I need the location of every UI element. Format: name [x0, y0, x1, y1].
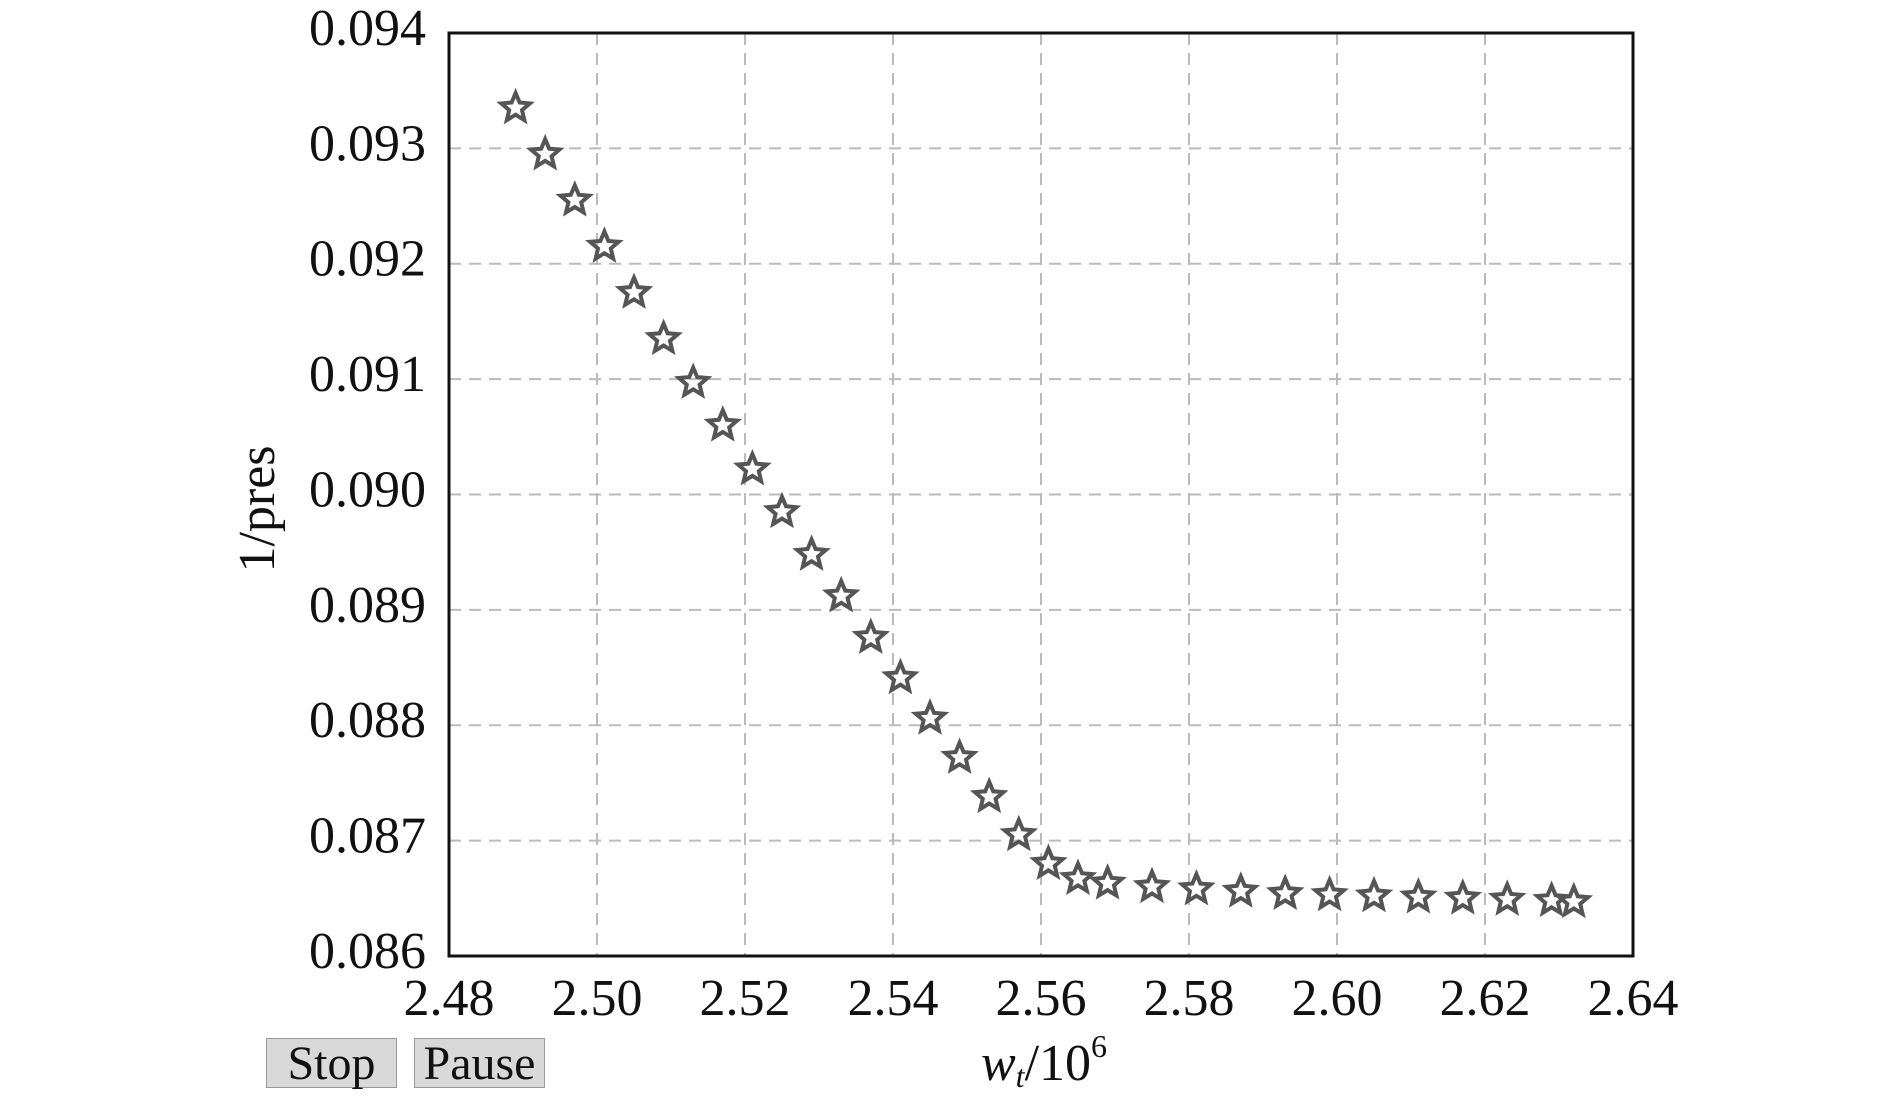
star-marker [1443, 878, 1483, 915]
x-tick-label: 2.58 [1144, 970, 1235, 1027]
y-tick-label: 0.093 [309, 115, 426, 172]
star-marker [614, 272, 654, 309]
x-tick-label: 2.50 [552, 970, 643, 1027]
x-tick-label: 2.54 [848, 970, 939, 1027]
x-tick-label: 2.64 [1588, 970, 1679, 1027]
star-marker [733, 448, 772, 486]
star-marker [1265, 873, 1305, 911]
y-axis-label: 1/pres [229, 445, 286, 572]
star-marker [1221, 871, 1261, 908]
x-label-base: w [981, 1035, 1016, 1092]
star-marker [1354, 875, 1394, 913]
star-marker [1088, 863, 1127, 900]
star-marker [851, 617, 891, 654]
star-marker [1399, 877, 1438, 914]
y-tick-label: 0.086 [309, 923, 426, 980]
star-marker [762, 491, 802, 529]
x-tick-label: 2.48 [404, 970, 495, 1027]
star-marker [910, 698, 950, 735]
stop-button[interactable]: Stop [266, 1038, 397, 1089]
star-marker [703, 405, 743, 442]
star-marker [1310, 874, 1349, 912]
star-marker [1177, 868, 1216, 906]
star-marker [881, 657, 920, 695]
star-marker [1132, 866, 1172, 904]
x-tick-label: 2.56 [996, 970, 1087, 1027]
x-label-sup: 6 [1091, 1028, 1107, 1064]
star-marker [525, 133, 565, 171]
star-marker [673, 362, 713, 399]
pause-button[interactable]: Pause [414, 1038, 545, 1089]
star-marker [555, 180, 595, 217]
x-label-rest: /10 [1025, 1035, 1091, 1092]
x-tick-label: 2.62 [1440, 970, 1531, 1027]
star-marker [940, 737, 979, 774]
star-marker [1554, 881, 1594, 919]
x-label-sub: t [1016, 1058, 1026, 1094]
y-tick-label: 0.090 [309, 461, 426, 518]
y-tick-label: 0.092 [309, 231, 426, 288]
star-marker [1058, 858, 1098, 896]
star-marker [585, 226, 624, 263]
star-marker [644, 318, 683, 356]
y-tick-label: 0.087 [309, 808, 426, 865]
star-marker [1029, 843, 1068, 881]
y-tick-label: 0.089 [309, 577, 426, 634]
star-marker [1487, 879, 1527, 916]
star-marker [792, 534, 831, 571]
y-tick-label: 0.094 [309, 0, 426, 57]
star-marker [969, 776, 1009, 814]
star-marker [496, 87, 535, 125]
plot-frame [447, 31, 1635, 958]
star-marker [821, 575, 861, 613]
y-tick-label: 0.088 [309, 692, 426, 749]
x-tick-label: 2.60 [1292, 970, 1383, 1027]
y-tick-label: 0.091 [309, 346, 426, 403]
x-tick-label: 2.52 [700, 970, 791, 1027]
star-marker [999, 814, 1039, 852]
x-axis-label: wt/106 [981, 1028, 1107, 1094]
